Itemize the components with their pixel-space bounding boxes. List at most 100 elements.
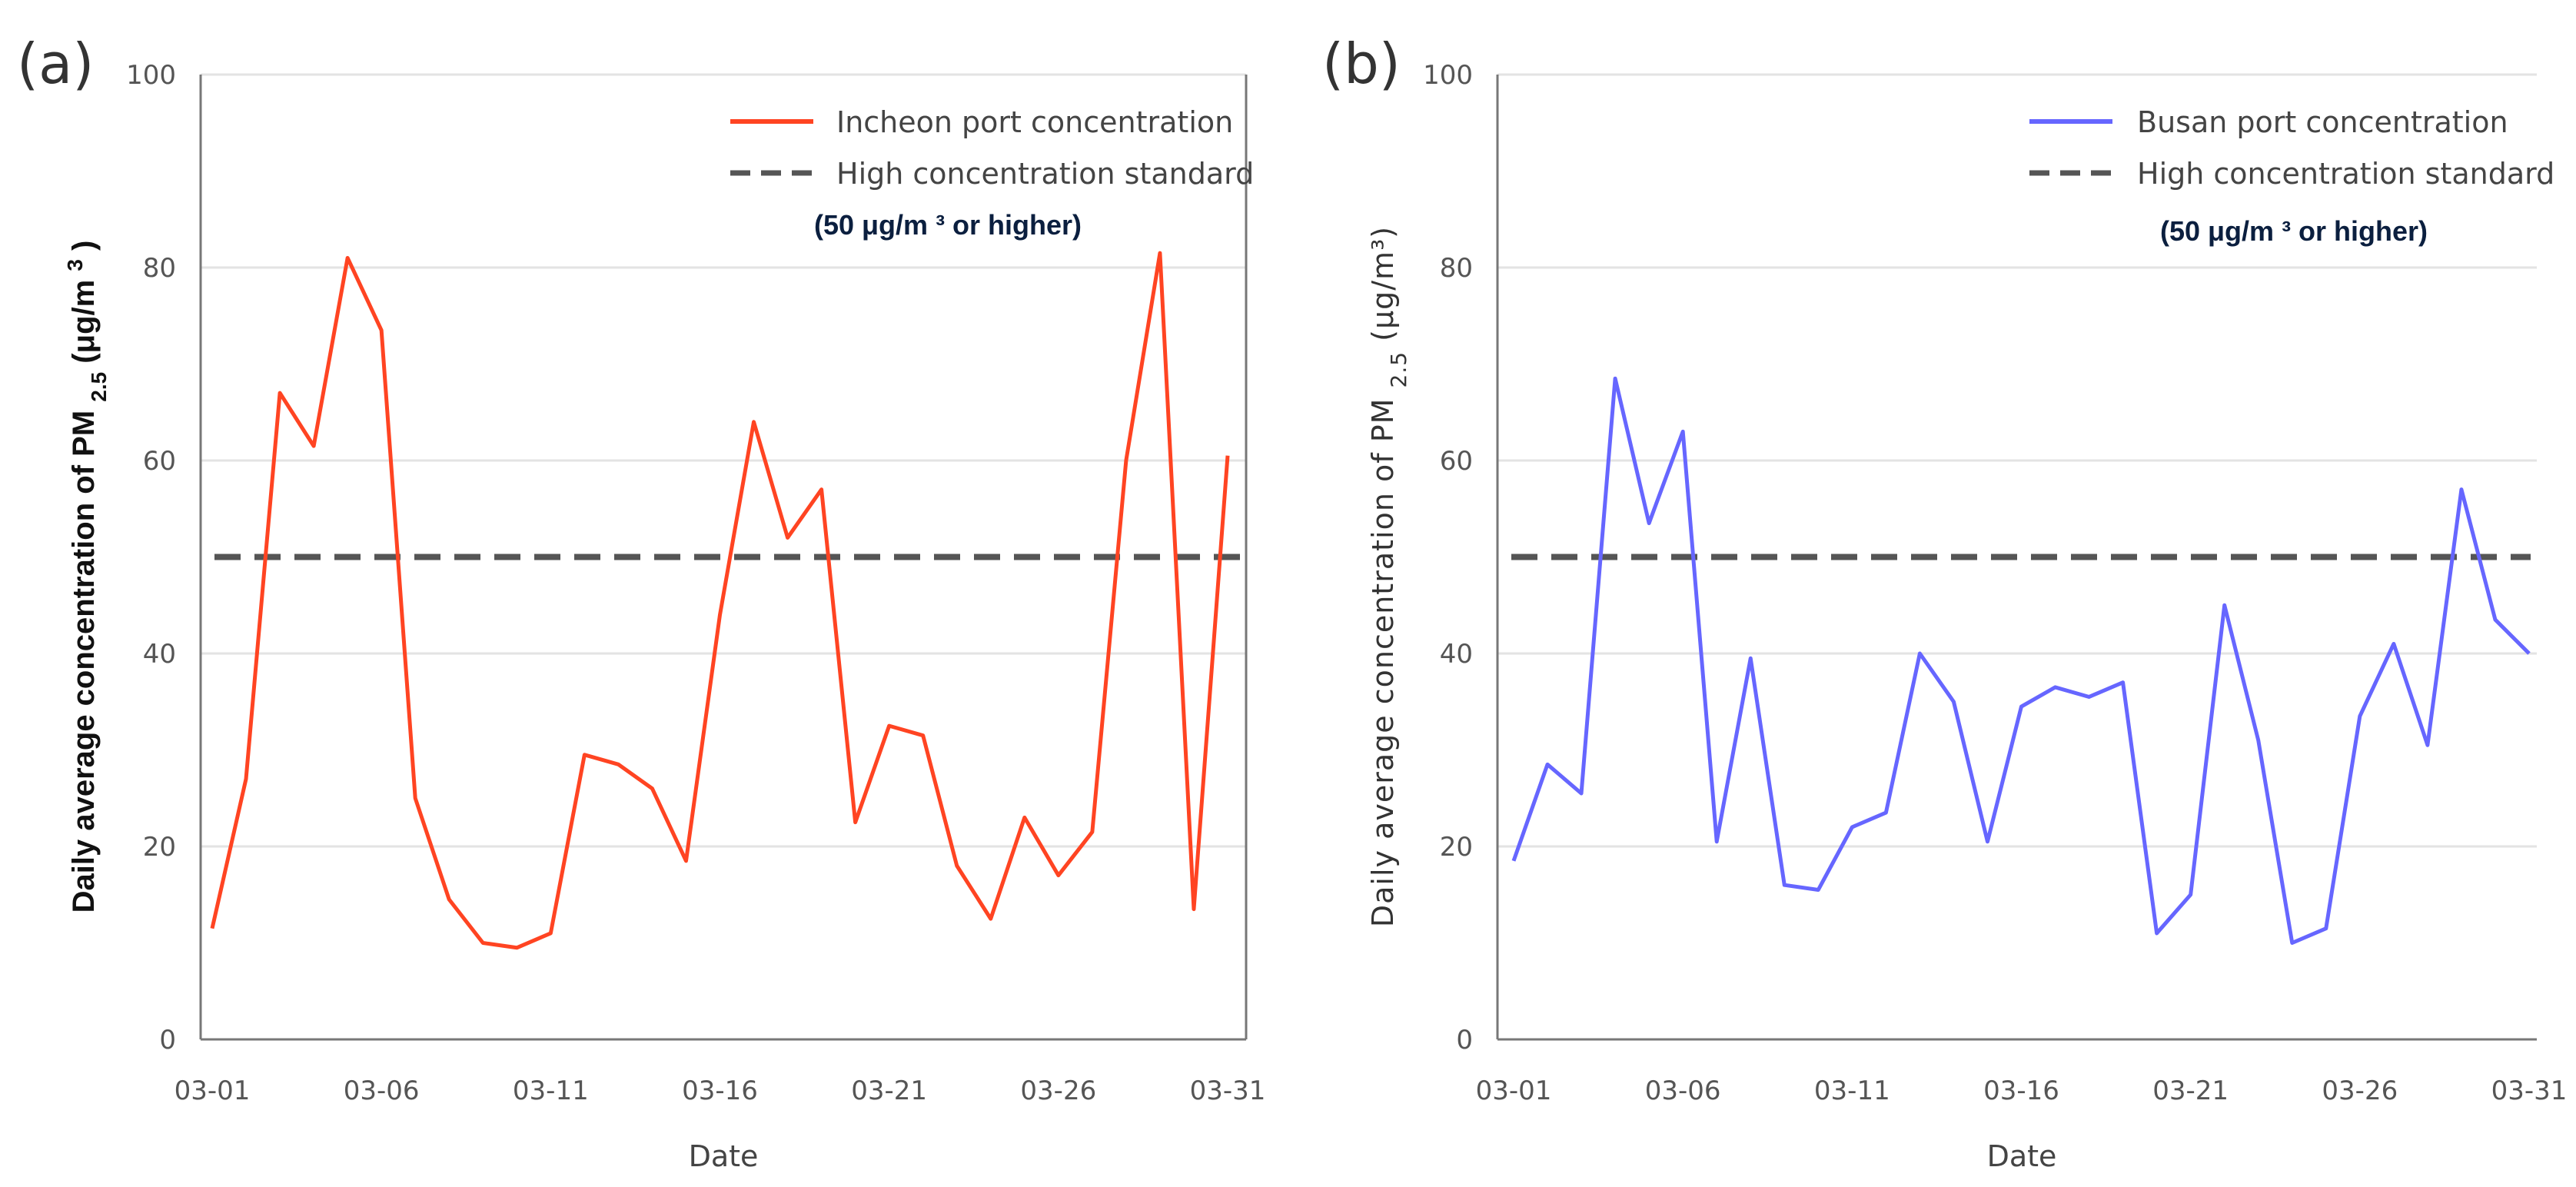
panel-b-point-03-20 (2155, 931, 2159, 936)
panel-a-point-03-09 (480, 941, 485, 946)
panel-a-point-03-28 (1124, 458, 1128, 463)
panel-b-y-axis-label: Daily average concentration of PM 2.5 (μ… (1366, 226, 1411, 927)
panel-b-point-03-13 (1917, 651, 1922, 656)
panel-b-point-03-10 (1816, 887, 1820, 892)
panel-a-point-03-19 (819, 487, 824, 492)
panel-a-point-03-24 (989, 916, 993, 921)
panel-b-series-line (1511, 376, 2531, 945)
panel-a-point-03-16 (718, 613, 723, 617)
panel-a-x-tick-03-31: 03-31 (1190, 1076, 1266, 1106)
panel-a-y-label-subscript: 2.5 (87, 372, 111, 402)
panel-b-label: (b) (1322, 32, 1401, 96)
panel-a-point-03-04 (311, 444, 316, 448)
panel-a-point-03-18 (786, 535, 790, 540)
panel-b-y-tick-40: 40 (1440, 639, 1473, 670)
panel-a-point-03-15 (683, 859, 688, 863)
panel-b-point-03-19 (2121, 680, 2126, 685)
panel-b-point-03-01 (1511, 859, 1516, 863)
panel-b-point-03-17 (2053, 685, 2058, 690)
panel-b-y-tick-60: 60 (1440, 446, 1473, 477)
panel-a-point-03-30 (1192, 907, 1196, 912)
panel-a-y-ticks: 0 20 40 60 80 100 (126, 60, 176, 1056)
panel-b-y-label-unit: (μg/m³) (1366, 226, 1400, 341)
panel-b-point-03-07 (1714, 840, 1719, 844)
panel-a-point-03-31 (1225, 454, 1230, 458)
panel-b-point-03-29 (2459, 487, 2464, 492)
panel-a-x-tick-03-16: 03-16 (682, 1076, 758, 1106)
panel-a-y-tick-80: 80 (143, 253, 176, 284)
panel-b-x-tick-03-31: 03-31 (2491, 1076, 2568, 1106)
panel-a-point-03-03 (278, 391, 282, 395)
panel-a-legend-note: (50 μg/m ³ or higher) (814, 209, 1082, 241)
panel-b-x-tick-03-11: 03-11 (1814, 1076, 1890, 1106)
panel-a-points (210, 251, 1230, 950)
panel-b-x-tick-03-01: 03-01 (1476, 1076, 1552, 1106)
panel-a-series-line (210, 251, 1230, 950)
panel-a-grid (201, 73, 1246, 848)
panel-b-point-03-14 (1951, 700, 1956, 704)
panel-a-legend-threshold-label: High concentration standard (836, 157, 1254, 191)
panel-b-point-03-06 (1680, 429, 1685, 434)
panel-b-y-tick-100: 100 (1423, 60, 1473, 91)
panel-a-point-03-01 (210, 926, 214, 931)
panel-b-point-03-30 (2493, 617, 2498, 622)
panel-b-y-label-main: Daily average concentration of PM (1366, 398, 1400, 928)
panel-b-point-03-15 (1985, 840, 1989, 844)
panel-b-point-03-26 (2358, 714, 2362, 719)
panel-a-point-03-08 (447, 897, 451, 902)
panel-b-y-tick-20: 20 (1440, 832, 1473, 863)
panel-a-point-03-21 (887, 723, 892, 728)
panel-b-point-03-09 (1782, 883, 1787, 887)
panel-a-point-03-26 (1056, 873, 1061, 878)
panel-b-point-03-31 (2527, 651, 2531, 656)
panel-b-point-03-02 (1545, 762, 1550, 766)
panel-a-y-axis-label: Daily average concentration of PM 2.5 (μ… (63, 241, 111, 913)
panel-a-y-label-unit-close: ) (67, 241, 101, 251)
panel-a-point-03-05 (345, 255, 350, 260)
panel-b-x-tick-03-26: 03-26 (2322, 1076, 2398, 1106)
panel-a-x-tick-03-06: 03-06 (344, 1076, 420, 1106)
panel-a-y-label-main: Daily average concentration of PM (67, 411, 101, 913)
panel-b-point-03-16 (2019, 704, 2024, 709)
panel-b-legend-note: (50 μg/m ³ or higher) (2160, 215, 2428, 247)
panel-b-point-03-11 (1850, 825, 1854, 830)
panel-a-x-axis-label: Date (689, 1139, 759, 1173)
panel-a-point-03-17 (752, 420, 756, 424)
panel-a-legend: Incheon port concentration High concentr… (730, 105, 1254, 241)
panel-b-point-03-18 (2087, 694, 2092, 699)
panel-b-x-axis-label: Date (1987, 1139, 2057, 1173)
panel-b-legend: Busan port concentration High concentrat… (2029, 105, 2554, 247)
panel-a-legend-series-label: Incheon port concentration (836, 105, 1233, 139)
panel-b-point-03-12 (1883, 810, 1888, 815)
panel-a-point-03-02 (244, 776, 248, 781)
panel-b-y-label-subscript: 2.5 (1386, 351, 1411, 388)
panel-b-point-03-23 (2256, 738, 2261, 743)
panel-a-y-tick-60: 60 (143, 446, 176, 477)
panel-b-x-tick-03-21: 03-21 (2152, 1076, 2229, 1106)
panel-b-legend-threshold-label: High concentration standard (2137, 157, 2554, 191)
panel-a-point-03-25 (1022, 815, 1027, 820)
panel-b-y-ticks: 0 20 40 60 80 100 (1423, 60, 1473, 1056)
panel-a-point-03-29 (1158, 251, 1162, 255)
panel-a-x-ticks: 03-01 03-06 03-11 03-16 03-21 03-26 03-31 (175, 1076, 1266, 1106)
panel-b-point-03-05 (1647, 521, 1651, 526)
panel-a-point-03-20 (853, 820, 858, 825)
panel-a-label: (a) (17, 32, 94, 96)
panel-a-x-tick-03-26: 03-26 (1020, 1076, 1096, 1106)
panel-b-point-03-08 (1748, 656, 1753, 660)
panel-b-point-03-22 (2222, 603, 2227, 607)
panel-a-y-tick-40: 40 (143, 639, 176, 670)
panel-a-y-tick-20: 20 (143, 832, 176, 863)
panel-b-x-tick-03-16: 03-16 (1983, 1076, 2059, 1106)
panel-a-x-tick-03-21: 03-21 (851, 1076, 927, 1106)
panel-b-point-03-25 (2324, 926, 2328, 931)
panel-b-y-tick-80: 80 (1440, 253, 1473, 284)
panel-b-legend-series-label: Busan port concentration (2137, 105, 2508, 139)
panel-a-y-tick-0: 0 (159, 1025, 176, 1056)
panel-a-point-03-14 (650, 786, 654, 791)
panel-a-point-03-13 (616, 762, 620, 766)
panel-a-point-03-10 (514, 946, 519, 950)
